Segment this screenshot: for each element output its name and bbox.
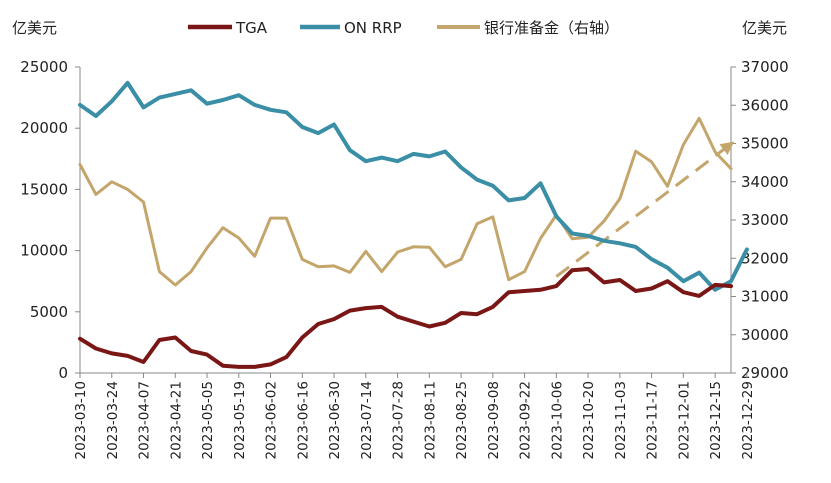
right-tick-label: 32000 bbox=[741, 249, 789, 267]
right-tick-label: 34000 bbox=[741, 173, 789, 191]
x-tick-label: 2023-10-20 bbox=[581, 381, 597, 459]
x-tick-label: 2023-12-29 bbox=[740, 381, 756, 459]
x-tick-label: 2023-09-08 bbox=[486, 381, 502, 459]
series-line-2 bbox=[78, 116, 733, 287]
x-tick-label: 2023-10-06 bbox=[549, 381, 565, 459]
left-tick-label: 10000 bbox=[20, 242, 68, 260]
x-tick-label: 2023-08-11 bbox=[422, 381, 438, 459]
right-tick-label: 30000 bbox=[741, 326, 789, 344]
left-tick-label: 15000 bbox=[20, 180, 68, 198]
right-tick-label: 29000 bbox=[741, 364, 789, 382]
x-tick-label: 2023-05-19 bbox=[232, 381, 248, 459]
x-tick-label: 2023-11-03 bbox=[613, 381, 629, 459]
right-tick-label: 36000 bbox=[741, 96, 789, 114]
right-tick-label: 33000 bbox=[741, 211, 789, 229]
left-tick-label: 25000 bbox=[20, 58, 68, 76]
x-tick-label: 2023-06-02 bbox=[264, 381, 280, 459]
left-tick-label: 20000 bbox=[20, 119, 68, 137]
left-axis-unit: 亿美元 bbox=[12, 19, 57, 37]
x-tick-label: 2023-04-07 bbox=[137, 381, 153, 459]
x-tick-label: 2023-06-16 bbox=[295, 381, 311, 459]
right-axis-unit: 亿美元 bbox=[742, 19, 787, 37]
x-tick-label: 2023-12-15 bbox=[708, 381, 724, 459]
series-line-0 bbox=[78, 267, 733, 369]
x-tick-label: 2023-07-14 bbox=[359, 381, 375, 459]
left-tick-label: 0 bbox=[58, 364, 68, 382]
x-tick-label: 2023-05-05 bbox=[200, 381, 216, 459]
legend-label-on-rrp: ON RRP bbox=[344, 19, 402, 37]
trend-arrow-line bbox=[555, 141, 735, 278]
left-tick-label: 5000 bbox=[30, 303, 68, 321]
x-tick-label: 2023-09-22 bbox=[518, 381, 534, 459]
x-tick-label: 2023-03-24 bbox=[105, 381, 121, 459]
x-tick-label: 2023-06-30 bbox=[327, 381, 343, 459]
x-tick-label: 2023-04-21 bbox=[168, 381, 184, 459]
axes: 0 5000 10000 15000 20000 25000 29000 30000 31000… bbox=[20, 58, 788, 459]
right-tick-label: 31000 bbox=[741, 288, 789, 306]
legend: TGA ON RRP 银行准备金（右轴） bbox=[188, 19, 619, 37]
x-tick-label: 2023-07-28 bbox=[391, 381, 407, 459]
legend-label-tga: TGA bbox=[235, 19, 268, 37]
series-line-1 bbox=[78, 80, 749, 292]
x-tick-label: 2023-12-01 bbox=[676, 381, 692, 459]
series-layer bbox=[78, 80, 749, 369]
x-tick-label: 2023-11-17 bbox=[645, 381, 661, 459]
legend-label-reserves: 银行准备金（右轴） bbox=[484, 19, 619, 37]
right-tick-label: 37000 bbox=[741, 58, 789, 76]
x-tick-label: 2023-03-10 bbox=[73, 381, 89, 459]
right-tick-label: 35000 bbox=[741, 135, 789, 153]
x-tick-label: 2023-08-25 bbox=[454, 381, 470, 459]
